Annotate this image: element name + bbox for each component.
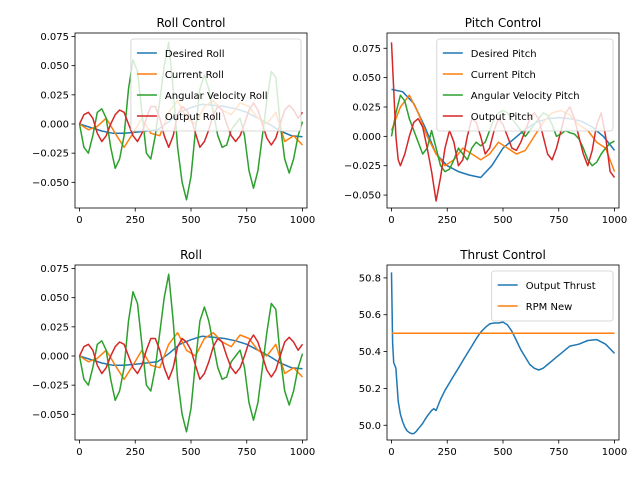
legend: Output Thrust RPM New bbox=[491, 270, 614, 322]
y-tick-label: −0.025 bbox=[32, 149, 69, 160]
y-tick-label: −0.025 bbox=[344, 161, 381, 172]
y-tick-label: 50.0 bbox=[359, 421, 381, 432]
legend-box bbox=[491, 270, 614, 322]
x-tick-label: 250 bbox=[438, 447, 457, 458]
chart-title: Roll Control bbox=[157, 16, 226, 30]
x-tick-label: 0 bbox=[388, 447, 394, 458]
y-tick-label: 50.8 bbox=[359, 273, 381, 284]
legend-label: Current Pitch bbox=[471, 70, 536, 81]
y-tick-label: 0.050 bbox=[352, 73, 381, 84]
subplot-pitch-control: 0 250 500 750 1000 −0.050 −0.025 0.000 0.025 0.05… bbox=[344, 16, 627, 226]
x-tick-label: 1000 bbox=[290, 215, 315, 226]
chart-title: Roll bbox=[180, 248, 202, 262]
y-tick-label: 0.025 bbox=[352, 102, 381, 113]
x-tick-label: 1000 bbox=[290, 447, 315, 458]
y-tick-label: 0.075 bbox=[40, 32, 69, 43]
y-tick-label: 0.000 bbox=[40, 120, 69, 131]
x-tick-label: 750 bbox=[237, 447, 256, 458]
y-tick-label: −0.050 bbox=[32, 410, 69, 421]
y-tick-label: 0.075 bbox=[352, 44, 381, 55]
legend-label: Output Pitch bbox=[471, 112, 533, 123]
subplot-thrust-control: 0 250 500 750 1000 50.0 50.2 50.4 50.6 50.8 Thrust… bbox=[359, 248, 628, 458]
legend-label: Angular Velocity Pitch bbox=[471, 91, 580, 102]
legend-label: Desired Roll bbox=[165, 49, 225, 60]
x-tick-label: 500 bbox=[181, 447, 200, 458]
x-tick-label: 1000 bbox=[602, 447, 627, 458]
y-tick-label: −0.050 bbox=[344, 191, 381, 202]
x-tick-label: 250 bbox=[438, 215, 457, 226]
legend-box bbox=[130, 38, 302, 132]
series-group bbox=[78, 273, 304, 433]
y-tick-label: 0.025 bbox=[40, 322, 69, 333]
x-tick-label: 0 bbox=[76, 447, 82, 458]
series-line-3 bbox=[78, 273, 304, 433]
legend: Desired Pitch Current Pitch Angular Veloci… bbox=[436, 38, 614, 132]
y-tick-label: 0.025 bbox=[40, 90, 69, 101]
chart-title: Thrust Control bbox=[459, 248, 546, 262]
y-tick-label: −0.025 bbox=[32, 381, 69, 392]
y-tick-label: 50.6 bbox=[359, 310, 381, 321]
legend-label: Current Roll bbox=[165, 70, 224, 81]
series-line-output-thrust bbox=[390, 272, 616, 435]
series-group bbox=[390, 272, 616, 435]
y-tick-label: 0.000 bbox=[40, 352, 69, 363]
y-tick-label: 0.050 bbox=[40, 61, 69, 72]
x-tick-label: 500 bbox=[181, 215, 200, 226]
legend-label: Angular Velocity Roll bbox=[165, 91, 268, 102]
legend-label: Output Thrust bbox=[526, 281, 596, 292]
series-line-2 bbox=[79, 331, 304, 381]
series-line-4 bbox=[78, 334, 304, 381]
subplot-roll-control: 0 250 500 750 1000 −0.050 −0.025 0.000 0.025 0.05… bbox=[32, 16, 315, 226]
chart-title: Pitch Control bbox=[465, 16, 541, 30]
legend: Desired Roll Current Roll Angular Velocity… bbox=[130, 38, 302, 132]
x-tick-label: 0 bbox=[76, 215, 82, 226]
series-line-1 bbox=[79, 335, 303, 370]
x-tick-label: 250 bbox=[126, 215, 145, 226]
x-tick-label: 750 bbox=[549, 447, 568, 458]
y-tick-label: −0.050 bbox=[32, 178, 69, 189]
x-tick-label: 250 bbox=[126, 447, 145, 458]
subplot-roll: 0 250 500 750 1000 −0.050 −0.025 0.000 0.025 0.05… bbox=[32, 248, 315, 458]
y-tick-label: 0.050 bbox=[40, 293, 69, 304]
x-tick-label: 750 bbox=[549, 215, 568, 226]
legend-label: Output Roll bbox=[165, 112, 221, 123]
x-tick-label: 500 bbox=[493, 447, 512, 458]
x-tick-label: 750 bbox=[237, 215, 256, 226]
x-tick-label: 500 bbox=[493, 215, 512, 226]
x-tick-label: 0 bbox=[388, 215, 394, 226]
legend-box bbox=[436, 38, 614, 132]
y-tick-label: 50.2 bbox=[359, 384, 381, 395]
legend-label: RPM New bbox=[526, 302, 573, 313]
y-tick-label: 0.075 bbox=[40, 264, 69, 275]
y-tick-label: 50.4 bbox=[359, 347, 381, 358]
y-tick-label: 0.000 bbox=[352, 132, 381, 143]
legend-label: Desired Pitch bbox=[471, 49, 537, 60]
x-tick-label: 1000 bbox=[602, 215, 627, 226]
